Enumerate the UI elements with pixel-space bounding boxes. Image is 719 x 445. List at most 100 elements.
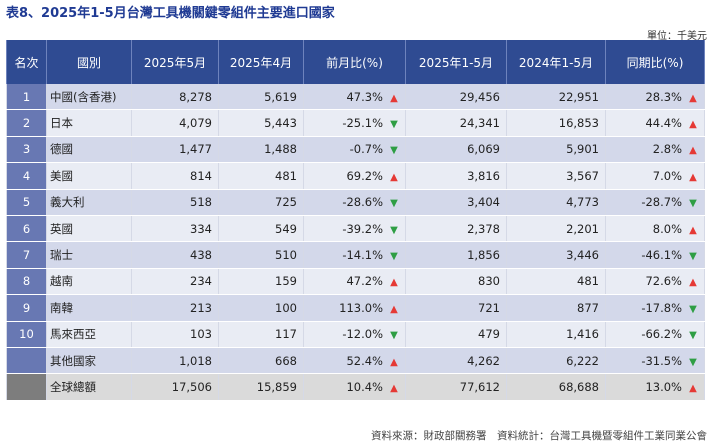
may2025-cell: 234 — [131, 268, 219, 296]
up-triangle-icon: ▲ — [390, 171, 398, 183]
ytd2025-cell: 6,069 — [405, 136, 507, 164]
may2025-cell: 438 — [131, 241, 219, 269]
down-triangle-icon: ▼ — [689, 303, 697, 315]
country-cell: 其他國家 — [46, 347, 132, 375]
ytd2025-cell: 721 — [405, 294, 507, 322]
rank-cell: 10 — [6, 321, 47, 348]
mom-cell: 52.4% ▲ — [303, 347, 406, 375]
apr2025-cell: 549 — [218, 215, 304, 243]
up-triangle-icon: ▲ — [689, 382, 697, 394]
ytd2025-cell: 29,456 — [405, 84, 507, 111]
rank-cell: 8 — [6, 268, 47, 296]
mom-cell: -25.1% ▼ — [303, 109, 406, 137]
rank-cell: 4 — [6, 162, 47, 190]
apr2025-cell: 159 — [218, 268, 304, 296]
down-triangle-icon: ▼ — [689, 251, 697, 263]
country-cell: 美國 — [46, 162, 132, 190]
header-ytd2024: 2024年1-5月 — [506, 40, 606, 84]
header-yoy: 同期比(%) — [605, 40, 705, 84]
ytd2024-cell: 16,853 — [506, 109, 606, 137]
yoy-cell: 28.3% ▲ — [605, 84, 705, 111]
import-table: 名次 國別 2025年5月 2025年4月 前月比(%) 2025年1-5月 2… — [6, 40, 705, 401]
ytd2025-cell: 1,856 — [405, 241, 507, 269]
yoy-cell: 72.6% ▲ — [605, 268, 705, 296]
ytd2025-cell: 479 — [405, 321, 507, 348]
may2025-cell: 1,018 — [131, 347, 219, 375]
yoy-cell: -17.8% ▼ — [605, 294, 705, 322]
apr2025-cell: 668 — [218, 347, 304, 375]
down-triangle-icon: ▼ — [390, 198, 398, 210]
header-may2025: 2025年5月 — [131, 40, 219, 84]
unit-label: 單位：千美元 — [647, 31, 707, 42]
down-triangle-icon: ▼ — [390, 330, 398, 342]
table-row: 8 越南 234 159 47.2% ▲ 830 481 72.6% ▲ — [6, 268, 705, 296]
header-rank: 名次 — [6, 40, 47, 84]
total-row: 全球總額 17,506 15,859 10.4% ▲ 77,612 68,688 13.0% ▲ — [6, 373, 705, 401]
may2025-cell: 4,079 — [131, 109, 219, 137]
ytd2024-cell: 877 — [506, 294, 606, 322]
yoy-cell: 44.4% ▲ — [605, 109, 705, 137]
table-row: 其他國家 1,018 668 52.4% ▲ 4,262 6,222 -31.5% ▼ — [6, 347, 705, 375]
rank-cell: 1 — [6, 84, 47, 111]
apr2025-cell: 5,619 — [218, 84, 304, 111]
mom-cell: 47.2% ▲ — [303, 268, 406, 296]
may2025-cell: 334 — [131, 215, 219, 243]
table-row: 6 英國 334 549 -39.2% ▼ 2,378 2,201 8.0% ▲ — [6, 215, 705, 243]
yoy-cell-value: 2.8% — [652, 142, 682, 157]
header-apr2025: 2025年4月 — [218, 40, 304, 84]
may2025-cell: 103 — [131, 321, 219, 348]
yoy-cell-value: -66.2% — [641, 327, 682, 342]
header-country: 國別 — [46, 40, 132, 84]
ytd2024-cell: 3,446 — [506, 241, 606, 269]
up-triangle-icon: ▲ — [689, 119, 697, 131]
rank-cell — [6, 347, 47, 375]
ytd2024-cell: 22,951 — [506, 84, 606, 111]
header-mom: 前月比(%) — [303, 40, 406, 84]
table-row: 9 南韓 213 100 113.0% ▲ 721 877 -17.8% ▼ — [6, 294, 705, 322]
down-triangle-icon: ▼ — [689, 330, 697, 342]
apr2025-cell: 100 — [218, 294, 304, 322]
header-row: 名次 國別 2025年5月 2025年4月 前月比(%) 2025年1-5月 2… — [6, 40, 705, 84]
apr2025-cell: 117 — [218, 321, 304, 348]
yoy-cell-value: -31.5% — [641, 353, 682, 368]
ytd2025-cell: 24,341 — [405, 109, 507, 137]
yoy-cell-value: -46.1% — [641, 248, 682, 263]
yoy-cell-value: 28.3% — [645, 89, 682, 104]
country-cell: 德國 — [46, 136, 132, 164]
ytd2025-cell: 77,612 — [405, 373, 507, 401]
mom-cell-value: 113.0% — [339, 300, 383, 315]
country-cell: 義大利 — [46, 189, 132, 216]
may2025-cell: 17,506 — [131, 373, 219, 401]
country-cell: 瑞士 — [46, 241, 132, 269]
yoy-cell: -46.1% ▼ — [605, 241, 705, 269]
up-triangle-icon: ▲ — [390, 382, 398, 394]
country-cell: 馬來西亞 — [46, 321, 132, 348]
down-triangle-icon: ▼ — [390, 145, 398, 157]
mom-cell: -12.0% ▼ — [303, 321, 406, 348]
yoy-cell: 7.0% ▲ — [605, 162, 705, 190]
yoy-cell-value: -17.8% — [641, 300, 682, 315]
ytd2025-cell: 830 — [405, 268, 507, 296]
mom-cell-value: -25.1% — [342, 116, 383, 131]
yoy-cell: -28.7% ▼ — [605, 189, 705, 216]
ytd2025-cell: 3,816 — [405, 162, 507, 190]
up-triangle-icon: ▲ — [689, 277, 697, 289]
yoy-cell-value: -28.7% — [641, 195, 682, 210]
yoy-cell: 13.0% ▲ — [605, 373, 705, 401]
ytd2024-cell: 481 — [506, 268, 606, 296]
mom-cell-value: -39.2% — [342, 221, 383, 236]
mom-cell-value: -14.1% — [342, 248, 383, 263]
table-title: 表8、2025年1-5月台灣工具機關鍵零組件主要進口國家 — [6, 6, 335, 21]
yoy-cell-value: 13.0% — [645, 379, 682, 394]
mom-cell-value: -12.0% — [342, 327, 383, 342]
mom-cell: -14.1% ▼ — [303, 241, 406, 269]
ytd2025-cell: 4,262 — [405, 347, 507, 375]
rank-cell — [6, 373, 47, 401]
mom-cell-value: 47.3% — [346, 89, 383, 104]
apr2025-cell: 510 — [218, 241, 304, 269]
ytd2025-cell: 3,404 — [405, 189, 507, 216]
ytd2024-cell: 1,416 — [506, 321, 606, 348]
yoy-cell-value: 7.0% — [652, 168, 682, 183]
table-row: 1 中國(含香港) 8,278 5,619 47.3% ▲ 29,456 22,951 28.3… — [6, 84, 705, 111]
ytd2024-cell: 68,688 — [506, 373, 606, 401]
